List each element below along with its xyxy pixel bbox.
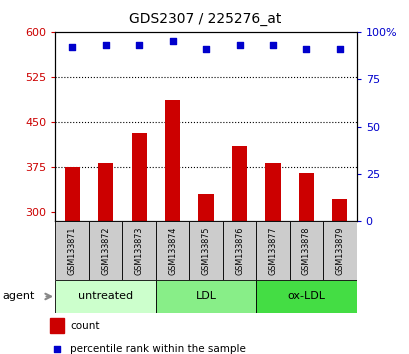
Point [202, 46, 209, 52]
Bar [98, 163, 113, 354]
Point [336, 46, 342, 52]
Bar [155, 280, 256, 313]
Text: ox-LDL: ox-LDL [287, 291, 325, 302]
Bar [55, 221, 89, 280]
Bar [64, 167, 79, 354]
Text: GSM133876: GSM133876 [234, 226, 243, 275]
Text: GSM133878: GSM133878 [301, 226, 310, 275]
Point [269, 42, 276, 48]
Bar [122, 221, 155, 280]
Bar [289, 221, 322, 280]
Bar [189, 221, 222, 280]
Bar [265, 163, 280, 354]
Bar [89, 221, 122, 280]
Text: GSM133872: GSM133872 [101, 226, 110, 275]
Point [236, 42, 242, 48]
Point [169, 39, 175, 44]
Text: count: count [70, 321, 100, 331]
Text: GSM133877: GSM133877 [268, 226, 277, 275]
Text: LDL: LDL [195, 291, 216, 302]
Text: GSM133879: GSM133879 [335, 226, 344, 275]
Bar [222, 221, 256, 280]
Bar [198, 194, 213, 354]
Text: GSM133874: GSM133874 [168, 226, 177, 275]
Bar [332, 199, 347, 354]
Bar [155, 221, 189, 280]
Text: GSM133871: GSM133871 [67, 226, 76, 275]
Text: GDS2307 / 225276_at: GDS2307 / 225276_at [128, 12, 281, 27]
Point [54, 346, 61, 352]
Point [302, 46, 309, 52]
Bar [298, 173, 313, 354]
Point [69, 44, 75, 50]
Bar [131, 133, 146, 354]
Point [135, 42, 142, 48]
Text: GSM133873: GSM133873 [134, 226, 143, 275]
Text: untreated: untreated [78, 291, 133, 302]
Bar [256, 221, 289, 280]
Point [102, 42, 109, 48]
Bar [256, 280, 356, 313]
Text: agent: agent [2, 291, 34, 302]
Bar [231, 146, 247, 354]
Bar [164, 100, 180, 354]
Bar [55, 280, 155, 313]
Text: percentile rank within the sample: percentile rank within the sample [70, 344, 246, 354]
Text: GSM133875: GSM133875 [201, 226, 210, 275]
Bar [322, 221, 356, 280]
Bar [50, 318, 64, 333]
